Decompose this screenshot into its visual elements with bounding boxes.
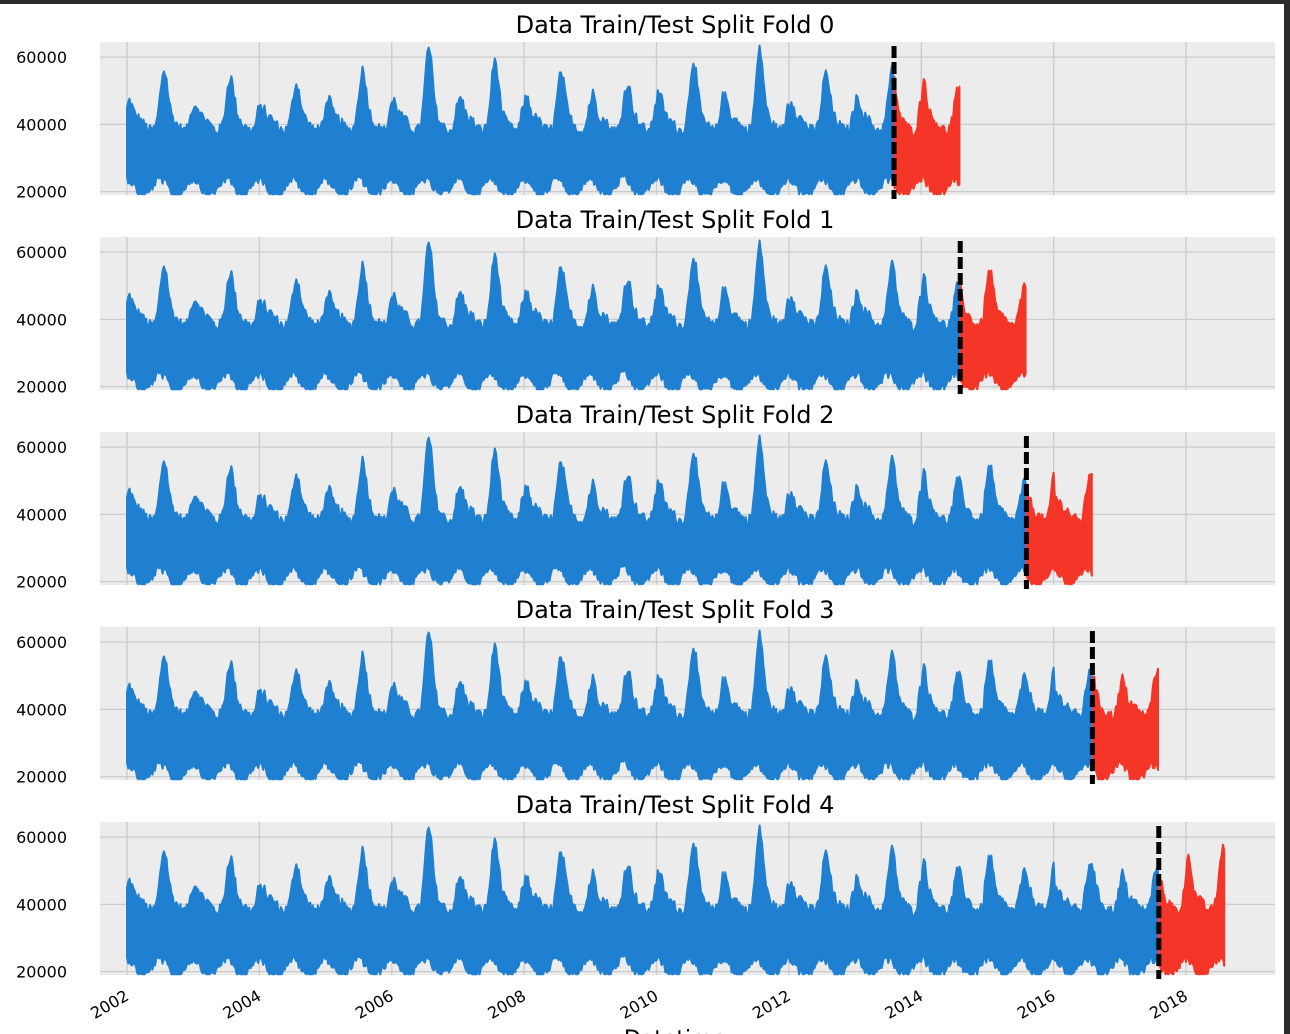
y-tick-label: 40000 bbox=[16, 505, 67, 524]
test-series bbox=[959, 269, 1027, 391]
y-tick-label: 20000 bbox=[16, 573, 67, 592]
fold-title: Data Train/Test Split Fold 0 bbox=[516, 11, 835, 39]
y-tick-label: 60000 bbox=[16, 48, 67, 67]
y-tick-label: 40000 bbox=[16, 115, 67, 134]
test-series bbox=[1025, 471, 1093, 586]
y-tick-label: 60000 bbox=[16, 243, 67, 262]
test-series bbox=[1092, 667, 1159, 781]
fold-title: Data Train/Test Split Fold 3 bbox=[516, 596, 835, 624]
fold-4-axes: 20000 40000 60000 Data Train/Test Split Fol… bbox=[16, 791, 1275, 982]
test-series bbox=[1158, 843, 1226, 976]
fold-3-axes: 20000 40000 60000 Data Train/Test Split Fol… bbox=[16, 596, 1275, 787]
test-series bbox=[893, 75, 961, 196]
y-tick-label: 20000 bbox=[16, 378, 67, 397]
fold-0-axes: 20000 40000 60000 Data Train/Test Split Fol… bbox=[16, 11, 1275, 202]
fold-2-axes: 20000 40000 60000 Data Train/Test Split Fol… bbox=[16, 401, 1275, 592]
y-tick-label: 60000 bbox=[16, 633, 67, 652]
y-tick-label: 40000 bbox=[16, 310, 67, 329]
y-tick-label: 40000 bbox=[16, 895, 67, 914]
y-tick-label: 20000 bbox=[16, 768, 67, 787]
fold-title: Data Train/Test Split Fold 2 bbox=[516, 401, 835, 429]
fold-1-axes: 20000 40000 60000 Data Train/Test Split Fol… bbox=[16, 206, 1275, 397]
y-tick-label: 20000 bbox=[16, 963, 67, 982]
fold-title: Data Train/Test Split Fold 1 bbox=[516, 206, 835, 234]
y-tick-label: 60000 bbox=[16, 828, 67, 847]
y-tick-label: 40000 bbox=[16, 700, 67, 719]
y-tick-label: 20000 bbox=[16, 183, 67, 202]
y-tick-label: 60000 bbox=[16, 438, 67, 457]
x-axis-label: Datetime bbox=[624, 1027, 726, 1034]
fold-title: Data Train/Test Split Fold 4 bbox=[516, 791, 835, 819]
